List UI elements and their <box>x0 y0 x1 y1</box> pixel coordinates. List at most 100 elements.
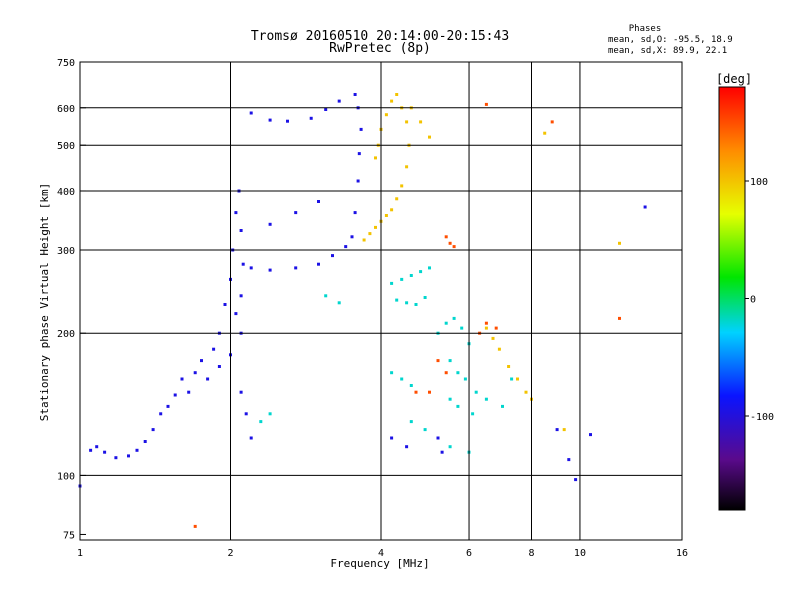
scatter-point <box>471 412 475 416</box>
scatter-point <box>350 235 354 239</box>
y-tick-label: 100 <box>57 471 75 482</box>
scatter-point <box>390 281 394 285</box>
scatter-point <box>294 266 298 270</box>
scatter-point <box>212 347 216 351</box>
scatter-point <box>507 365 511 368</box>
colorbar-tick-label: 0 <box>750 295 756 306</box>
scatter-point <box>494 326 498 330</box>
scatter-point <box>249 266 253 270</box>
scatter-point <box>324 294 328 298</box>
scatter-point <box>400 184 404 188</box>
colorbar-ticks: 100 0 -100 <box>745 177 774 423</box>
scatter-point <box>474 390 478 394</box>
scatter-point <box>452 245 456 249</box>
scatter-point <box>95 445 99 449</box>
x-tick-label: 6 <box>466 548 472 559</box>
scatter-point <box>359 127 363 131</box>
scatter-point <box>395 298 399 302</box>
scatter-point <box>405 165 409 169</box>
scatter-points <box>78 93 647 528</box>
scatter-point <box>180 377 184 381</box>
scatter-point <box>249 111 253 115</box>
scatter-point <box>268 118 272 122</box>
scatter-point <box>448 445 452 449</box>
scatter-point <box>484 321 488 325</box>
phases-o-stats: mean, sd,O: -95.5, 18.9 <box>608 35 733 45</box>
scatter-point <box>501 404 504 408</box>
chart-subtitle: RwPretec (8p) <box>329 41 431 56</box>
scatter-point <box>400 377 404 381</box>
scatter-point <box>239 229 243 232</box>
plot-frame <box>79 61 683 541</box>
scatter-point <box>384 214 388 217</box>
scatter-point <box>444 235 448 239</box>
scatter-point <box>452 316 456 320</box>
scatter-point <box>409 274 413 277</box>
scatter-point <box>241 262 245 266</box>
scatter-point <box>193 371 197 375</box>
phases-heading: Phases <box>629 24 662 34</box>
scatter-point <box>159 412 163 416</box>
scatter-point <box>423 296 427 299</box>
scatter-point <box>259 420 263 424</box>
y-tick-label: 200 <box>57 329 75 340</box>
chart-title: Tromsø 20160510 20:14:00-20:15:43 <box>251 29 509 44</box>
scatter-point <box>127 454 130 458</box>
y-tick-label: 75 <box>63 530 75 541</box>
scatter-point <box>562 428 566 432</box>
scatter-point <box>362 238 366 242</box>
scatter-point <box>419 270 423 274</box>
scatter-point <box>268 412 272 416</box>
scatter-point <box>357 152 361 156</box>
scatter-point <box>409 384 413 387</box>
scatter-point <box>384 113 388 117</box>
scatter-point <box>374 225 377 229</box>
scatter-point <box>353 93 357 96</box>
scatter-point <box>456 404 460 408</box>
scatter-point <box>200 359 203 363</box>
scatter-point <box>103 450 107 454</box>
scatter-point <box>390 436 394 440</box>
scatter-point <box>89 448 93 452</box>
scatter-point <box>484 326 488 330</box>
colorbar-tick-label: 100 <box>750 177 768 188</box>
scatter-point <box>166 404 170 408</box>
scatter-point <box>497 347 501 351</box>
scatter-point <box>436 436 440 440</box>
scatter-point <box>444 321 448 325</box>
x-tick-label: 4 <box>378 548 384 559</box>
scatter-point <box>390 371 394 375</box>
scatter-point <box>456 371 460 375</box>
y-tick-label: 300 <box>57 246 75 257</box>
y-tick-label: 600 <box>57 104 75 115</box>
scatter-point <box>428 266 431 270</box>
scatter-point <box>405 445 409 449</box>
scatter-point <box>193 524 197 528</box>
scatter-point <box>151 428 155 432</box>
scatter-point <box>484 102 488 106</box>
scatter-point <box>286 119 289 123</box>
scatter-point <box>524 390 528 394</box>
colorbar-tick-label: -100 <box>750 412 774 423</box>
scatter-point <box>114 456 118 460</box>
scatter-point <box>405 301 409 305</box>
scatter-point <box>173 393 177 397</box>
scatter-point <box>206 377 210 381</box>
scatter-point <box>234 312 238 316</box>
scatter-point <box>516 377 519 381</box>
scatter-point <box>444 371 448 375</box>
x-tick-label: 10 <box>574 548 586 559</box>
scatter-point <box>268 268 272 272</box>
phases-x-stats: mean, sd,X: 89.9, 22.1 <box>608 46 727 56</box>
scatter-point <box>368 232 372 236</box>
scatter-point <box>589 433 592 437</box>
scatter-point <box>244 412 248 416</box>
scatter-point <box>440 450 444 454</box>
x-axis-ticks: 1 2 4 6 8 10 16 <box>77 548 688 559</box>
scatter-point <box>294 211 298 215</box>
scatter-point <box>374 156 377 160</box>
scatter-point <box>356 179 360 183</box>
y-tick-label: 750 <box>57 58 75 69</box>
scatter-point <box>448 397 452 401</box>
y-axis-label: Stationary phase Virtual Height [km] <box>38 183 51 421</box>
